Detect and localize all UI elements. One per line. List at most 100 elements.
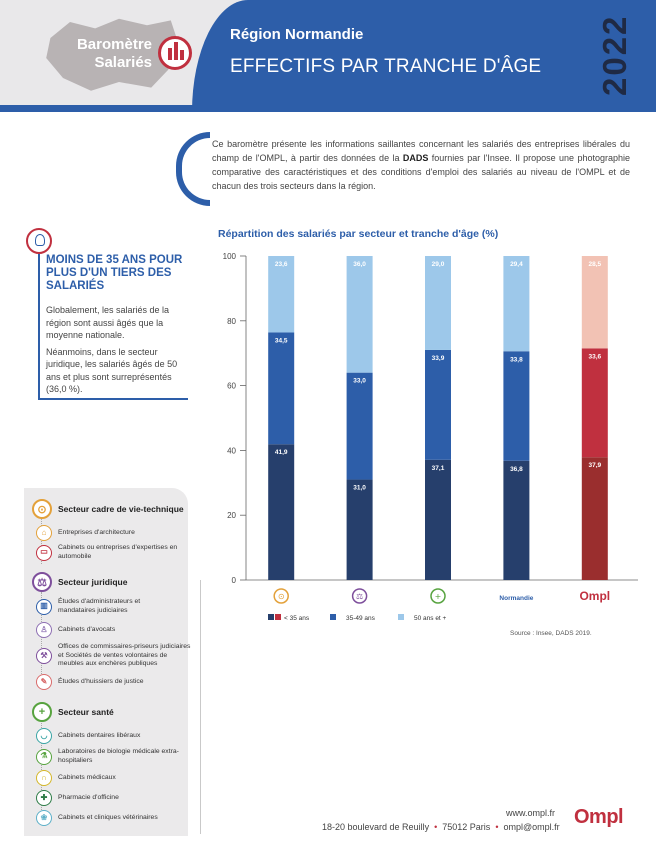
header: Baromètre Salariés Région Normandie EFFE…	[0, 0, 656, 112]
y-tick-label: 60	[227, 382, 236, 391]
data-label: 23,6	[275, 261, 288, 268]
bar-segment	[503, 460, 530, 580]
intro-text-after: fournies par l'Insee. Il propose une pho…	[212, 153, 630, 191]
bar-segment	[425, 459, 451, 580]
sector-item: ✚ Pharmacie d'officine	[36, 790, 196, 806]
bar-segment	[268, 444, 295, 580]
stacked-bar-chart: 0 20 40 60 80 100 41,9 34,5 23,6 ⊙ 31,0 33,0 36,0 ⚖ 37…	[223, 252, 638, 622]
separator-dot: •	[431, 822, 440, 832]
data-label: 29,0	[432, 261, 445, 268]
sector-item-label: Cabinets dentaires libéraux	[58, 731, 141, 739]
car-icon: ▭	[36, 544, 52, 561]
barometre-chart-icon	[158, 36, 192, 70]
data-label: 37,1	[432, 465, 445, 472]
sector-legend: ⊙ Secteur cadre de vie-technique ⌂ Entre…	[24, 488, 190, 836]
data-label: 36,8	[510, 466, 523, 473]
sector-item-label: Cabinets ou entreprises d'expertises en …	[58, 544, 178, 560]
legend-label: 35-49 ans	[346, 615, 376, 622]
architecture-icon: ⌂	[36, 525, 52, 541]
bar-segment	[346, 372, 373, 480]
data-label: 41,9	[275, 449, 288, 456]
cadre-de-vie-technique-icon	[273, 588, 289, 604]
lawyer-icon: ♙	[36, 622, 52, 638]
sector-item-label: Cabinets médicaux	[58, 773, 116, 781]
header-band	[0, 105, 656, 112]
lightbulb-icon	[26, 228, 52, 254]
chart-title: Répartition des salariés par secteur et …	[218, 228, 499, 240]
sector-name: Secteur juridique	[58, 577, 128, 587]
sector-item: ⌂ Entreprises d'architecture	[36, 525, 196, 541]
footer-address: 18-20 boulevard de Reuilly	[322, 822, 430, 832]
bar-segment	[346, 256, 373, 373]
data-label: 28,5	[588, 261, 601, 268]
highlight-title: MOINS DE 35 ANS POUR PLUS D'UN TIERS DES…	[46, 254, 183, 292]
lab-icon: ⚗	[36, 748, 52, 765]
juridique-icon-glyph: ⚖	[356, 592, 363, 601]
bar-segment	[581, 457, 608, 580]
data-label: 33,8	[510, 356, 523, 363]
y-tick-label: 100	[223, 252, 237, 261]
sector-item: ❀ Cabinets et cliniques vétérinaires	[36, 810, 196, 826]
sector-name: Secteur santé	[58, 707, 114, 717]
highlight-text: Globalement, les salariés de la région s…	[46, 304, 180, 396]
sector-item: ✎ Études d'huissiers de justice	[36, 674, 196, 690]
bar-segment	[425, 349, 451, 460]
bar-segment	[346, 479, 373, 580]
compass-icon: ⊙	[32, 499, 52, 519]
intro-highlight: DADS	[402, 153, 429, 163]
sector-item: ⚗ Laboratoires de biologie médicale extr…	[36, 748, 196, 765]
highlight-frame	[38, 240, 188, 400]
legend-swatch	[268, 614, 274, 620]
footer-address-line: 18-20 boulevard de Reuilly • 75012 Paris…	[322, 822, 560, 832]
juridique-icon	[351, 588, 368, 604]
data-label: 29,4	[510, 261, 523, 268]
data-label: 31,0	[353, 485, 366, 492]
gavel-icon: ⚒	[36, 647, 52, 664]
sector-item-label: Cabinets et cliniques vétérinaires	[58, 813, 158, 821]
sante-icon-glyph: +	[435, 592, 442, 601]
tooth-icon: ◡	[36, 728, 52, 744]
bar-segment	[268, 332, 295, 445]
sector-item: ♙ Cabinets d'avocats	[36, 622, 196, 638]
bailiff-icon: ✎	[36, 674, 52, 690]
cadre-de-vie-technique-icon-glyph: ⊙	[278, 592, 285, 601]
sector-head-juridique: ⚖ Secteur juridique	[32, 572, 127, 592]
y-tick-label: 80	[227, 317, 236, 326]
footer-email[interactable]: ompl@ompl.fr	[503, 822, 560, 832]
sector-item-label: Pharmacie d'officine	[58, 793, 119, 801]
sector-item-label: Laboratoires de biologie médicale extra-…	[58, 748, 179, 764]
vertical-divider	[200, 580, 201, 834]
highlight-paragraph-1: Globalement, les salariés de la région s…	[46, 305, 170, 340]
bar-segment	[581, 256, 608, 349]
sector-item-label: Offices de commissaires-priseurs judicia…	[58, 643, 191, 667]
header-blue-panel	[192, 0, 656, 112]
footer-city: 75012 Paris	[442, 822, 491, 832]
intro-text-before: Ce baromètre présente les informations s…	[212, 139, 630, 163]
bar-segment	[503, 351, 530, 461]
intro-bracket	[176, 132, 210, 206]
category-label: Normandie	[499, 595, 533, 602]
footer-website[interactable]: www.ompl.fr	[506, 808, 556, 818]
bar-segment	[581, 348, 608, 458]
sector-item-label: Cabinets d'avocats	[58, 625, 116, 633]
bar-segment	[268, 256, 295, 333]
barometre-line1: Baromètre	[76, 36, 152, 53]
data-label: 36,0	[353, 261, 366, 268]
sector-item: ∩ Cabinets médicaux	[36, 770, 196, 786]
y-tick-label: 40	[227, 446, 236, 455]
sector-item: ▥ Études d'administrateurs et mandataire…	[36, 598, 196, 615]
legend-swatch-ompl	[275, 614, 281, 620]
sector-item: ◡ Cabinets dentaires libéraux	[36, 728, 196, 744]
sector-item: ▭ Cabinets ou entreprises d'expertises e…	[36, 544, 196, 561]
data-label: 37,9	[588, 462, 601, 469]
sector-head-sante: + Secteur santé	[32, 702, 114, 722]
legend-label: < 35 ans	[284, 615, 310, 622]
highlight-paragraph-2: Néanmoins, dans le secteur juridique, le…	[46, 346, 178, 395]
ompl-category-logo: Ompl	[579, 589, 610, 603]
cross-icon: +	[32, 702, 52, 722]
ompl-logo: Ompl	[574, 806, 624, 828]
scales-icon: ⚖	[32, 572, 52, 592]
sector-item-label: Études d'administrateurs et mandataires …	[58, 598, 141, 614]
barometre-title: Baromètre Salariés	[52, 36, 152, 72]
region-name: Région Normandie	[230, 26, 364, 43]
